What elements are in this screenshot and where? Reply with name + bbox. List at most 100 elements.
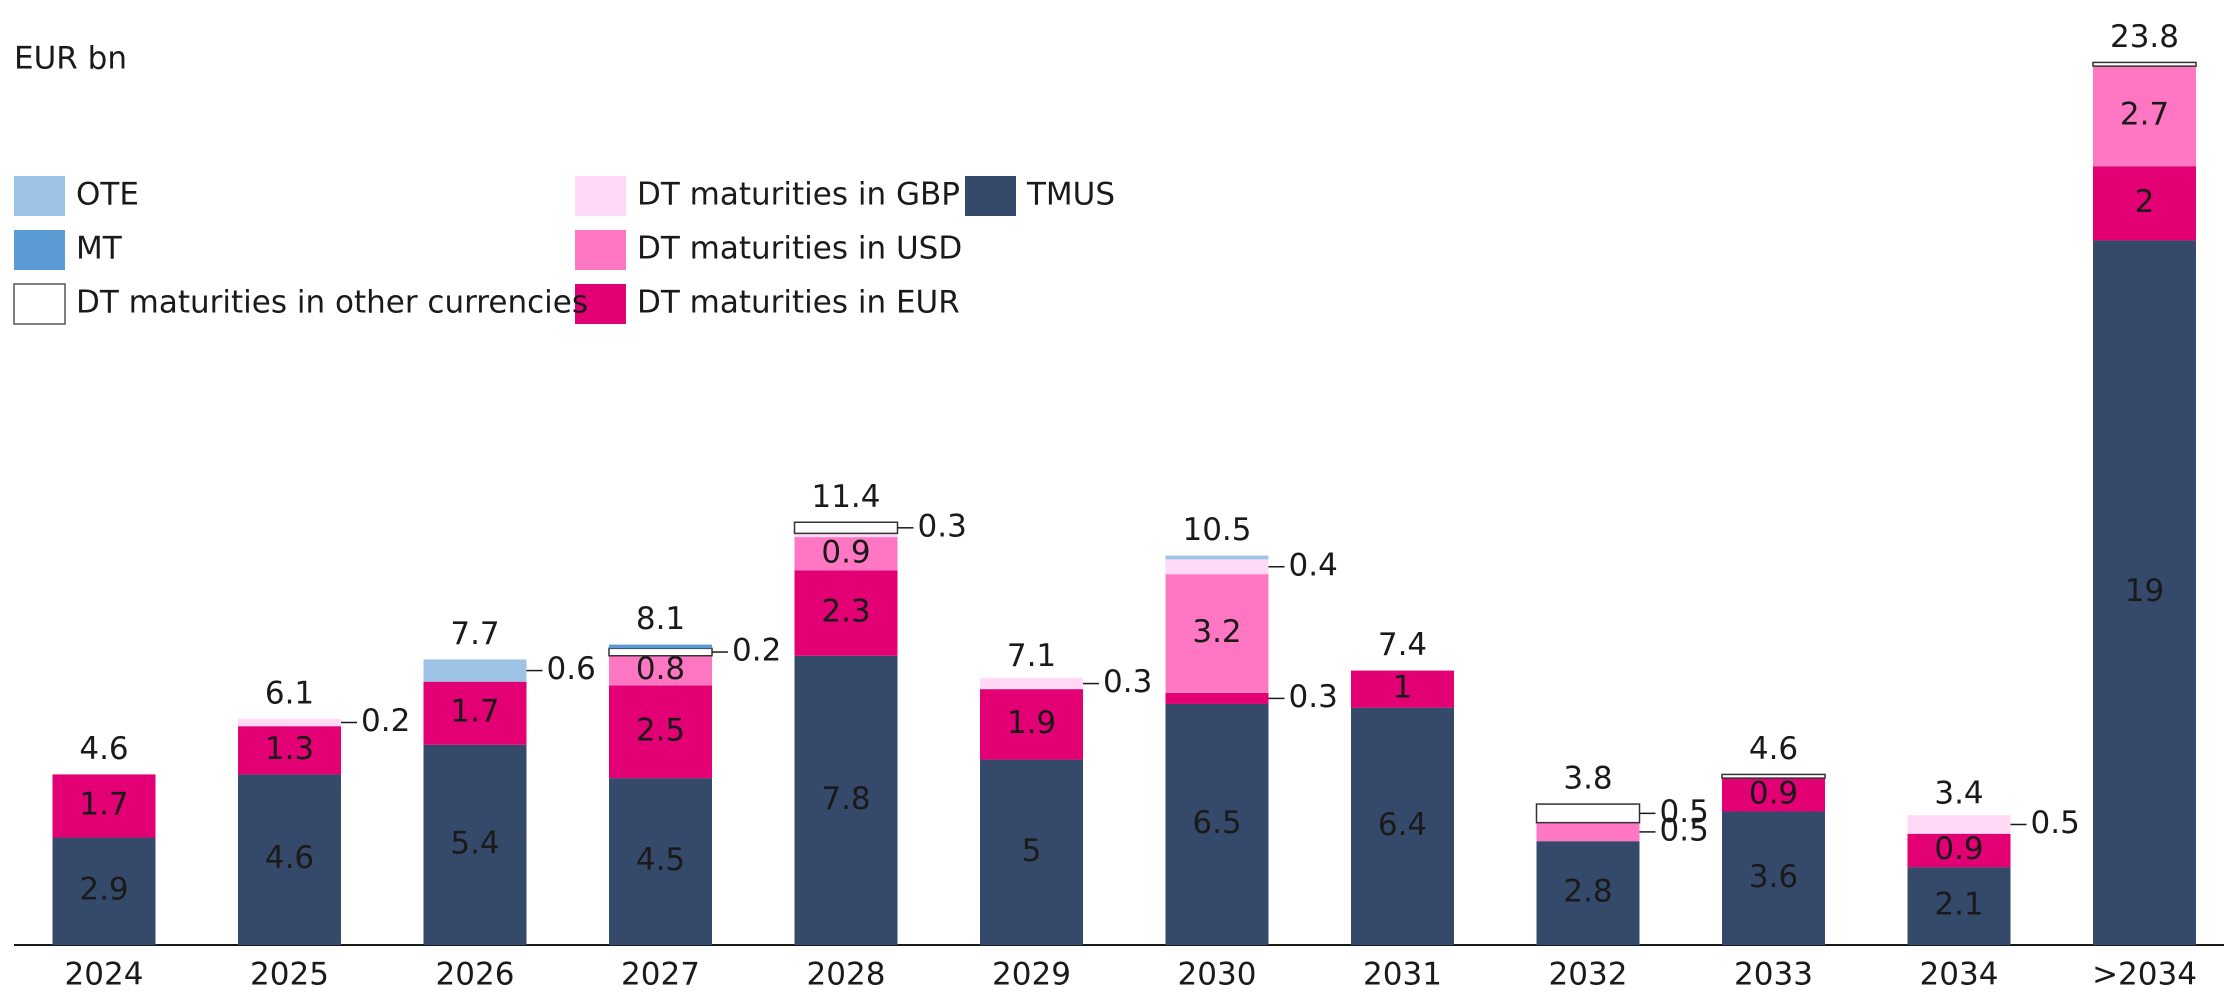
legend-swatch [13,283,66,325]
legend-label: DT maturities in EUR [637,285,960,321]
data-label: 4.6 [265,840,314,876]
bar-segment [1535,803,1641,824]
legend-label: DT maturities in GBP [637,177,960,213]
data-label: 0.2 [361,703,410,739]
x-tick-label: 2030 [1178,957,1257,993]
bar-segment [1165,574,1269,693]
data-label: 1.3 [265,731,314,767]
bar-segment [609,644,712,649]
bar-segment [2093,240,2196,945]
data-label: 2.9 [79,872,128,908]
total-label: 7.1 [1007,638,1056,674]
x-tick-label: 2033 [1734,957,1813,993]
total-label: 7.7 [450,616,499,652]
total-label: 7.4 [1378,627,1427,663]
bar-segment [52,837,156,945]
bar-segment [1722,811,1825,945]
data-label: 2.3 [821,594,870,630]
bar-segment [1907,815,2011,834]
legend-swatch [575,230,626,270]
bar-segment [2092,61,2197,67]
bar-segment [1722,778,1825,812]
bar-segment [609,685,712,779]
legend-label: MT [76,231,123,267]
data-label: 0.5 [1660,794,1709,830]
x-tick-label: 2032 [1549,957,1628,993]
bar-segment [609,655,712,686]
bar-segment [1351,670,1454,708]
bar-segment [1351,707,1454,945]
bar-segment [794,655,898,945]
data-label: 1.9 [1007,705,1056,741]
data-label: 6.5 [1192,805,1241,841]
legend-swatch [14,176,65,216]
bar-segment [1907,867,2011,945]
legend-swatch [14,230,65,270]
x-tick-label: 2026 [436,957,515,993]
legend-label: DT maturities in other currencies [76,285,588,321]
total-label: 11.4 [811,479,880,515]
bar-segment [2093,66,2196,167]
bar-segment [1536,841,1640,945]
x-tick-label: 2024 [65,957,144,993]
data-label: 2.5 [636,712,685,748]
data-label: 1 [1393,670,1413,706]
x-tick-label: 2028 [807,957,886,993]
bar-segment [608,647,713,657]
data-label: 5.4 [450,825,499,861]
data-label: 6.4 [1378,807,1427,843]
data-label: 1.7 [79,786,128,822]
legend-swatch [575,176,626,216]
total-label: 23.8 [2110,19,2179,55]
bar-segment [1536,822,1640,842]
bar-segment [238,774,341,945]
bar-segment [1165,692,1269,704]
bar-segment [423,744,527,945]
bar-segment [1165,559,1269,575]
x-tick-label: 2029 [992,957,1071,993]
bar-segment [794,537,898,571]
bar-segment [2093,166,2196,241]
data-label: 0.3 [1103,664,1152,700]
data-label: 2.8 [1563,874,1612,910]
data-label: 0.9 [1749,775,1798,811]
bar-segment [423,681,527,745]
total-label: 3.8 [1563,761,1612,797]
legend-label: DT maturities in USD [637,231,962,267]
bar-segment [423,659,527,682]
bar-segment [980,689,1083,760]
total-label: 6.1 [265,675,314,711]
bar-segment [1907,833,2011,868]
bar-segment [793,521,899,535]
bar-segment [794,570,898,656]
bar-segment [1165,703,1269,945]
data-label: 4.5 [636,842,685,878]
x-tick-label: 2034 [1920,957,1999,993]
data-label: 0.9 [821,534,870,570]
data-label: 0.3 [918,508,967,544]
data-label: 0.8 [636,651,685,687]
bar-segment [238,718,341,727]
bar-segment [980,759,1083,945]
data-label: 0.5 [1660,812,1709,848]
legend-swatch [575,284,626,324]
x-tick-label: 2031 [1363,957,1442,993]
data-label: 2 [2135,184,2155,220]
bar-segment [52,774,156,838]
total-label: 4.6 [79,731,128,767]
bar-segment [609,778,712,945]
legend-swatch [965,176,1016,216]
total-label: 8.1 [636,601,685,637]
data-label: 5 [1022,833,1042,869]
bar-segment [1165,555,1269,560]
total-label: 10.5 [1182,512,1251,548]
data-label: 7.8 [821,781,870,817]
x-tick-label: 2027 [621,957,700,993]
bar-segment [980,678,1083,690]
x-tick-label: >2034 [2092,957,2197,993]
data-label: 0.4 [1289,547,1338,583]
x-tick-label: 2025 [250,957,329,993]
data-label: 2.7 [2120,97,2169,133]
bar-segment [794,533,898,538]
